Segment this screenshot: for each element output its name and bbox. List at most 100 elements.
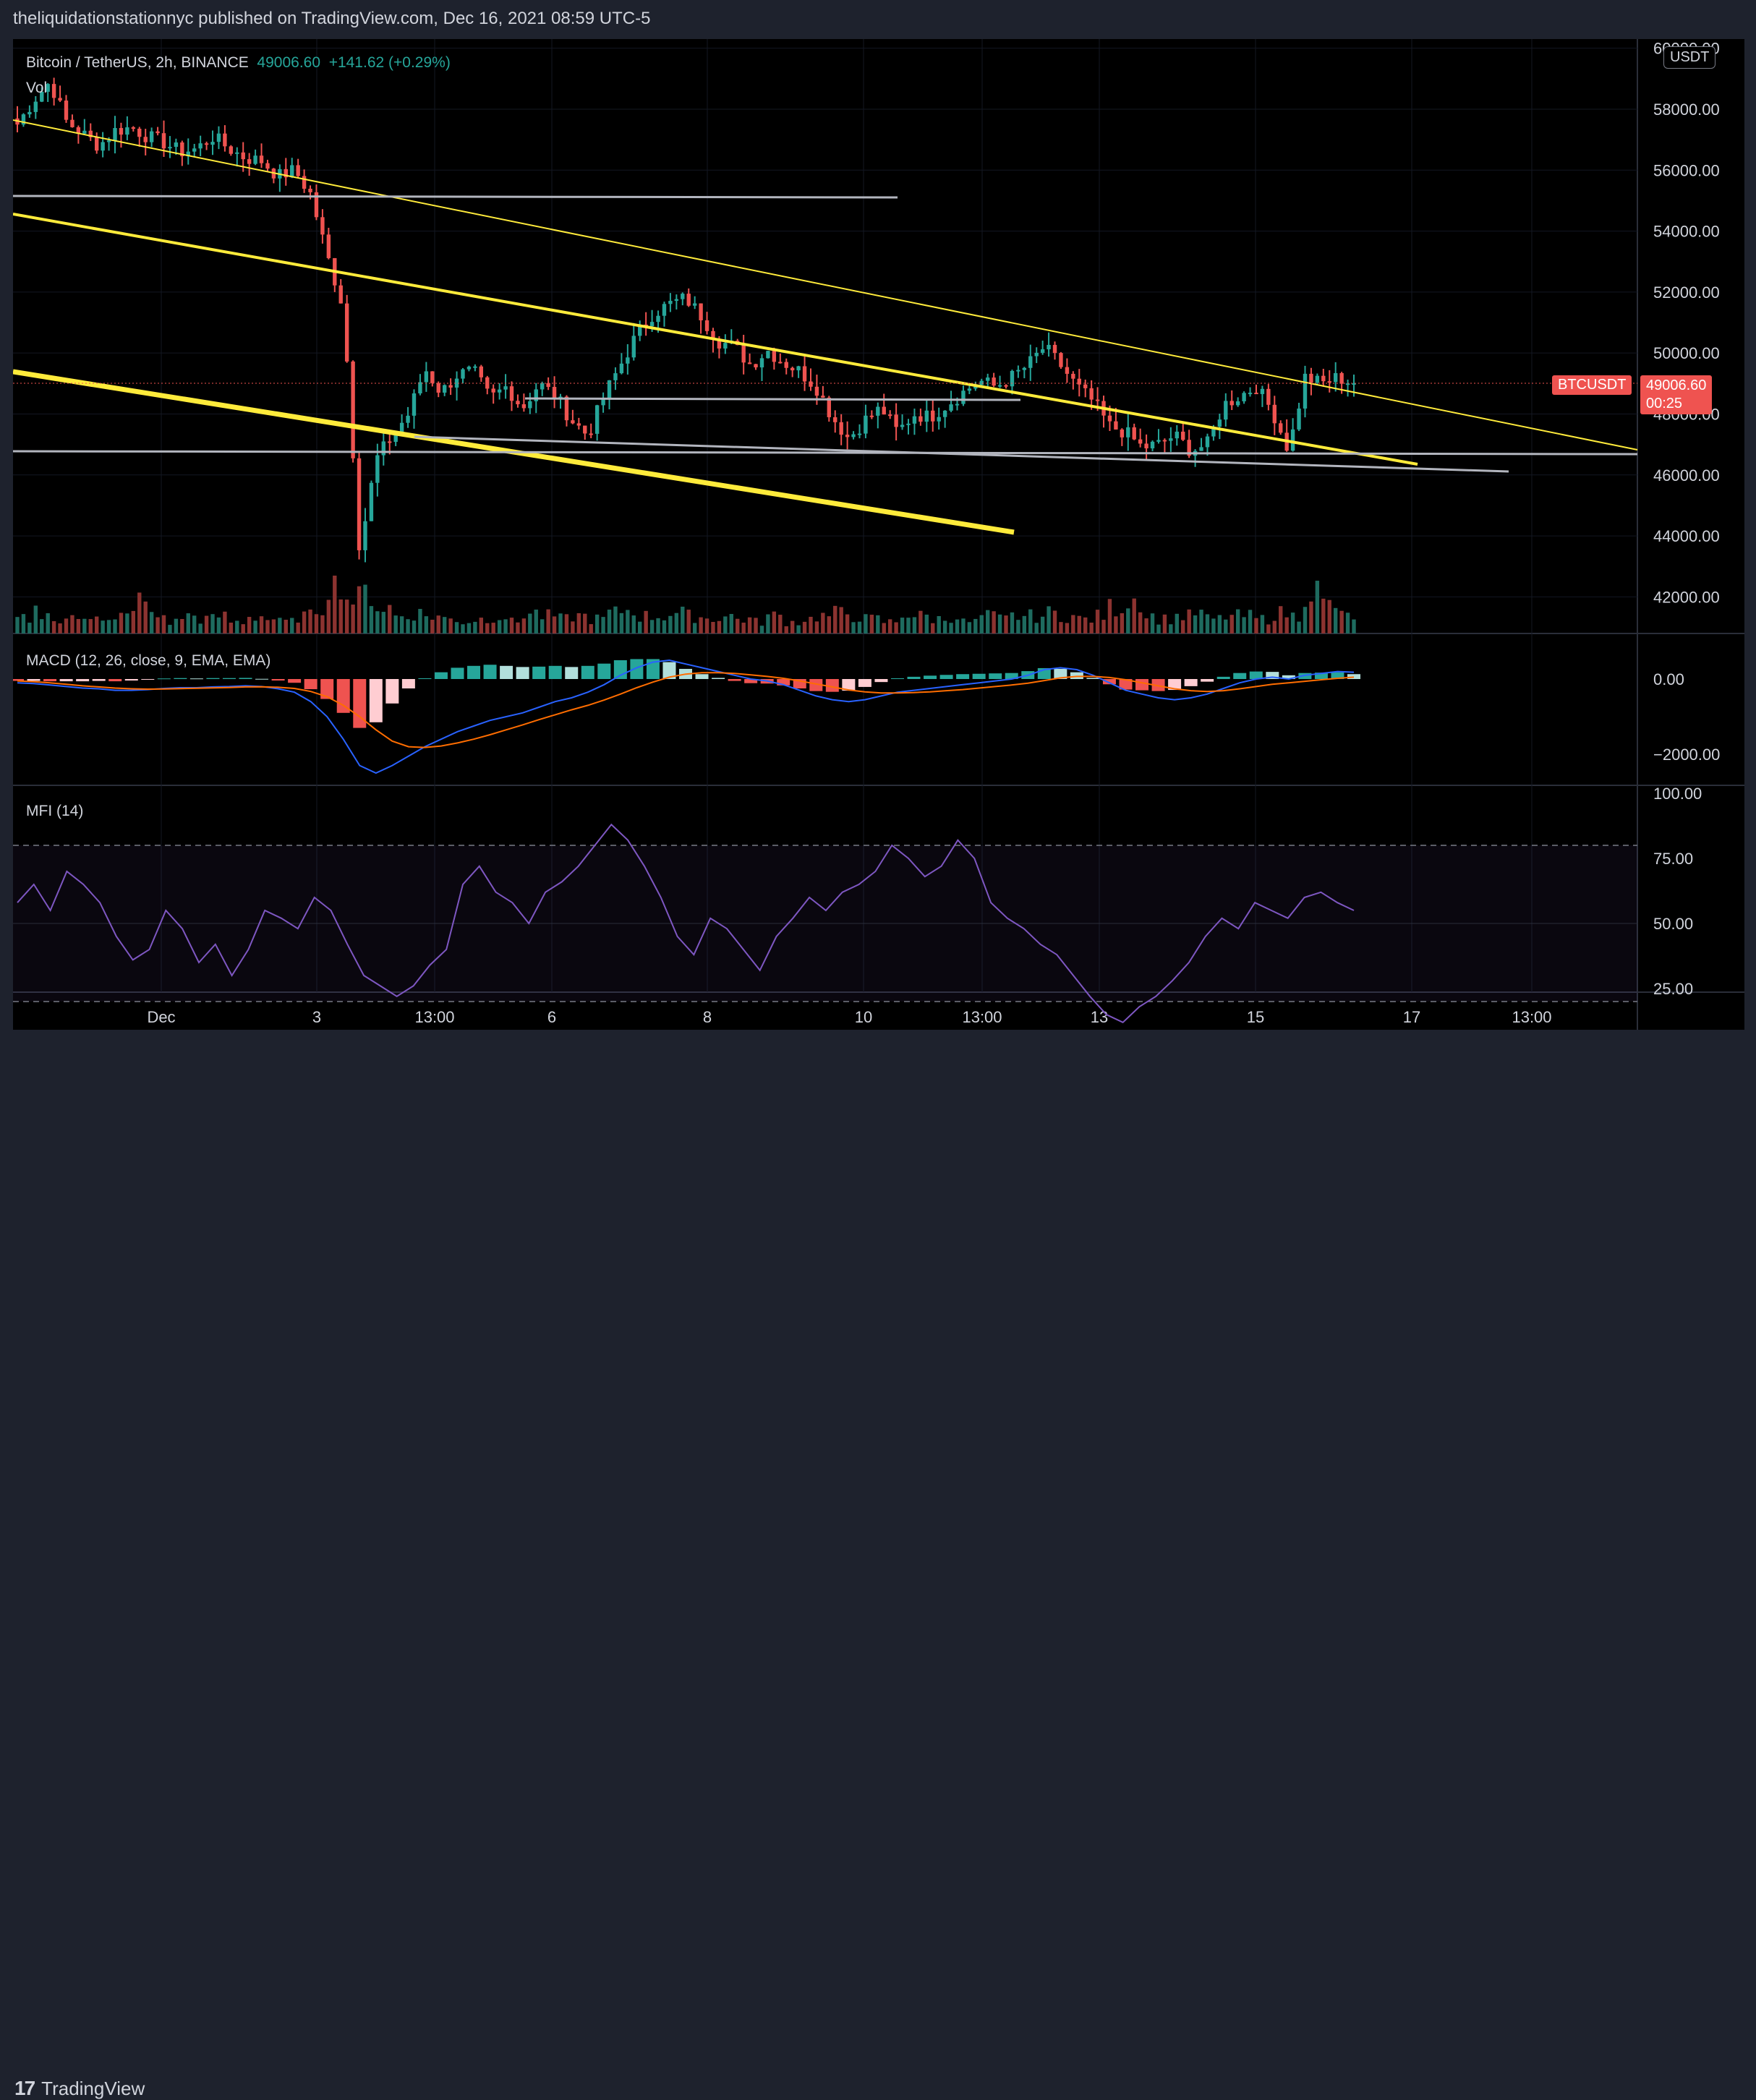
candle-body (1047, 344, 1051, 350)
macd-histogram-bar (1331, 672, 1344, 679)
volume-bar (1028, 609, 1033, 633)
candle-body (594, 405, 600, 434)
candle-body (101, 142, 105, 151)
candle-body (369, 482, 374, 521)
candle-body (912, 416, 917, 424)
candle-body (583, 425, 587, 434)
time-tick-label: 8 (703, 1008, 712, 1026)
candle-body (1279, 423, 1283, 433)
volume-bar (198, 623, 203, 633)
candle-body (949, 404, 953, 411)
candle-body (754, 364, 758, 368)
candle-body (576, 423, 581, 426)
candle-body (247, 159, 252, 164)
candle-body (64, 101, 69, 120)
macd-histogram-bar (777, 679, 790, 686)
volume-bar (1309, 601, 1313, 633)
candle-body (58, 98, 62, 101)
macd-histogram-bar (907, 676, 921, 679)
volume-bar (912, 617, 917, 633)
volume-bar (649, 620, 655, 633)
volume-bar (466, 623, 472, 633)
macd-histogram-bar (320, 679, 334, 699)
volume-bar (344, 599, 349, 633)
volume-bar (1352, 619, 1356, 633)
volume-bar (388, 605, 392, 633)
macd-histogram-bar (939, 675, 953, 679)
volume-bar (399, 616, 404, 633)
candle-body (985, 377, 990, 381)
candle-body (1260, 388, 1265, 394)
candle-body (21, 114, 26, 125)
macd-histogram-bar (92, 679, 106, 681)
volume-bar (1156, 624, 1161, 633)
volume-bar (406, 619, 410, 633)
volume-bar (143, 601, 148, 633)
volume-bar (1181, 620, 1185, 633)
candle-body (168, 147, 172, 149)
vol-legend[interactable]: Vol (26, 80, 48, 96)
candle-body (1089, 388, 1094, 400)
candle-body (997, 385, 1002, 387)
volume-bar (668, 615, 673, 633)
candle-body (229, 146, 234, 154)
candle-body (887, 414, 892, 417)
volume-bar (357, 586, 362, 633)
volume-bar (46, 612, 50, 633)
candle-body (1224, 401, 1228, 420)
candle-body (125, 127, 129, 135)
volume-bar (320, 615, 325, 633)
symbol-legend[interactable]: Bitcoin / TetherUS, 2h, BINANCE 49006.60… (26, 54, 451, 72)
candle-body (851, 434, 856, 438)
volume-bar (113, 619, 117, 633)
price-tick-label: 44000.00 (1653, 527, 1720, 545)
candle-body (741, 345, 746, 363)
volume-bar (290, 618, 294, 633)
macd-histogram-bar (613, 660, 627, 679)
volume-bar (1077, 615, 1081, 633)
volume-bar (736, 618, 740, 633)
macd-histogram-bar (581, 665, 594, 679)
time-tick-label: 13:00 (1512, 1008, 1551, 1026)
chart-canvas[interactable]: 60000.0058000.0056000.0054000.0052000.00… (13, 39, 1744, 1030)
support-line (13, 450, 1638, 456)
volume-bar (1132, 598, 1136, 633)
candle-body (1333, 372, 1338, 383)
volume-bar (1290, 612, 1295, 633)
mfi-legend[interactable]: MFI (14) (26, 803, 84, 819)
candle-body (51, 84, 56, 98)
candle-body (699, 303, 703, 320)
macd-histogram-bar (874, 679, 888, 683)
volume-bar (1071, 615, 1075, 633)
candle-body (833, 417, 837, 422)
currency-button[interactable]: USDT (1663, 46, 1716, 69)
volume-bar (1260, 615, 1265, 633)
candle-body (778, 362, 783, 364)
volume-bar (869, 615, 874, 633)
volume-bar (442, 617, 447, 633)
macd-histogram-bar (516, 667, 529, 679)
volume-bar (1315, 581, 1320, 633)
chart-area[interactable]: 60000.0058000.0056000.0054000.0052000.00… (13, 39, 1744, 1030)
volume-bar (924, 614, 929, 633)
candle-body (290, 165, 294, 178)
volume-bar (1016, 620, 1020, 633)
macd-legend[interactable]: MACD (12, 26, close, 9, EMA, EMA) (26, 652, 271, 669)
candle-body (931, 410, 935, 422)
volume-bar (546, 609, 550, 633)
volume-bar (1187, 609, 1191, 633)
volume-bar (790, 620, 795, 633)
candle-body (876, 406, 880, 416)
macd-histogram-bar (255, 678, 269, 680)
macd-histogram-bar (858, 679, 871, 687)
tradingview-logo[interactable]: 17 TradingView (14, 2077, 145, 2100)
volume-bar (76, 618, 81, 633)
volume-bar (58, 623, 62, 633)
candle-body (46, 84, 50, 92)
volume-bar (1193, 615, 1198, 633)
time-tick-label: 15 (1247, 1008, 1264, 1026)
volume-bar (119, 612, 124, 633)
candle-body (814, 386, 819, 396)
publish-info: theliquidationstationnyc published on Tr… (13, 9, 651, 28)
candle-body (1040, 349, 1045, 353)
